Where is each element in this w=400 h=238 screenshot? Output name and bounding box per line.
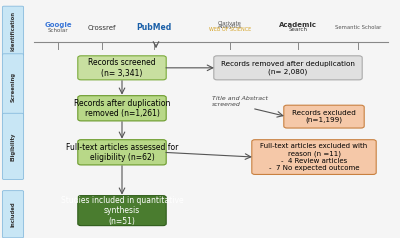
Text: Academic: Academic [279,22,317,29]
Text: Records excluded
(n=1,199): Records excluded (n=1,199) [292,110,356,123]
Text: Records screened
(n= 3,341): Records screened (n= 3,341) [88,58,156,78]
Text: Included: Included [10,201,16,227]
Text: Analytics: Analytics [218,24,242,30]
FancyBboxPatch shape [2,54,24,120]
Text: WEB OF SCIENCE: WEB OF SCIENCE [209,27,251,33]
FancyBboxPatch shape [78,196,166,226]
Text: Google: Google [44,22,72,28]
Text: Identification: Identification [10,11,16,51]
Text: Full-text articles assessed for
eligibility (n=62): Full-text articles assessed for eligibil… [66,143,178,162]
Text: Semantic Scholar: Semantic Scholar [335,25,381,30]
FancyBboxPatch shape [78,56,166,80]
Text: Screening: Screening [10,72,16,102]
FancyBboxPatch shape [214,56,362,80]
Text: Studies included in quantitative
synthesis
(n=51): Studies included in quantitative synthes… [61,196,183,226]
Text: Eligibility: Eligibility [10,132,16,161]
Text: Crossref: Crossref [88,25,116,31]
Text: Search: Search [288,26,308,32]
Text: Clarivate: Clarivate [218,21,242,26]
FancyBboxPatch shape [252,140,376,174]
FancyBboxPatch shape [284,105,364,128]
Text: Scholar: Scholar [48,28,68,33]
FancyBboxPatch shape [78,140,166,165]
FancyBboxPatch shape [78,96,166,121]
Text: Records after duplication
removed (n=1,261): Records after duplication removed (n=1,2… [74,99,170,118]
FancyBboxPatch shape [2,6,24,56]
Text: PubMed: PubMed [136,23,172,32]
Text: Full-text articles excluded with
reason (n =11)
-  4 Review articles
-  7 No exp: Full-text articles excluded with reason … [260,143,368,171]
FancyBboxPatch shape [2,191,24,238]
FancyBboxPatch shape [2,113,24,179]
Text: Title and Abstract
screened: Title and Abstract screened [212,96,268,107]
Text: Records removed after deduplication
(n= 2,080): Records removed after deduplication (n= … [221,61,355,74]
